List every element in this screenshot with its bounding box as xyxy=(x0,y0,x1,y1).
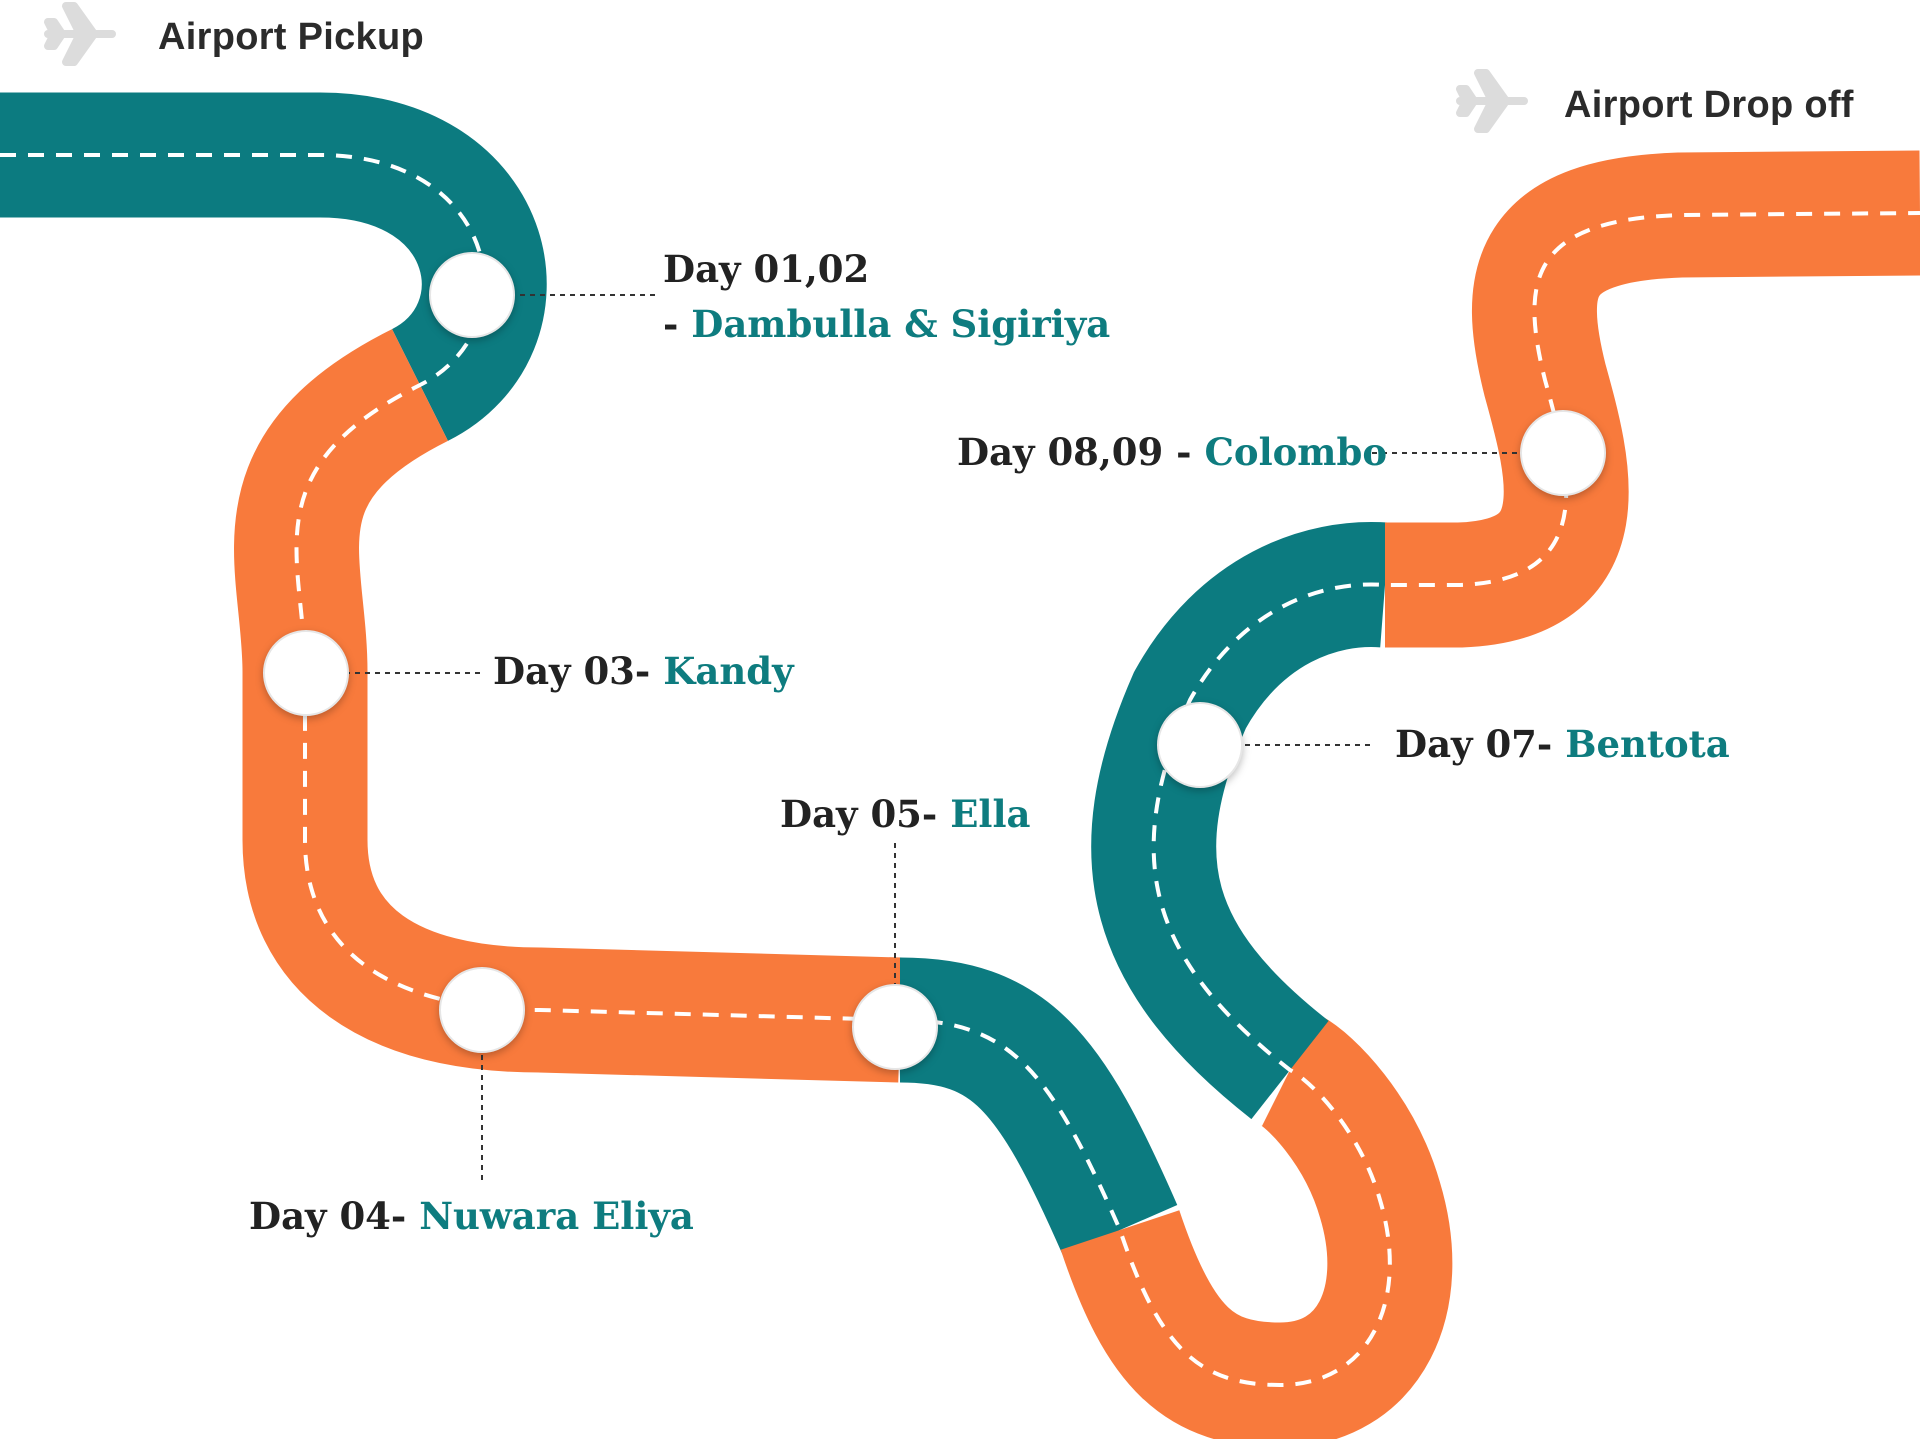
stop-label-dambulla: Day 01,02 - Dambulla & Sigiriya xyxy=(663,242,1110,352)
stop-place: Nuwara Eliya xyxy=(419,1194,694,1238)
stop-day: Day 04- xyxy=(249,1194,407,1238)
stop-day: Day 01,02 xyxy=(663,247,870,291)
stop-place: Kandy xyxy=(663,649,794,693)
stop-marker-colombo xyxy=(1520,410,1606,496)
road-segment-dambulla-to-ella xyxy=(234,329,902,1083)
road-center-dashes xyxy=(0,153,1920,1388)
stop-place: Colombo xyxy=(1204,430,1387,474)
stop-marker-ella xyxy=(852,984,938,1070)
stop-dash: - xyxy=(663,302,692,346)
stop-place: Bentota xyxy=(1565,722,1730,766)
stop-marker-bentota xyxy=(1157,702,1243,788)
airport-dropoff-label: Airport Drop off xyxy=(1564,84,1854,126)
stop-label-nuwara-eliya: Day 04- Nuwara Eliya xyxy=(249,1189,694,1244)
stop-place: Ella xyxy=(950,792,1031,836)
airport-pickup-label: Airport Pickup xyxy=(158,16,425,58)
stop-place: Dambulla & Sigiriya xyxy=(691,302,1111,346)
stop-label-bentota: Day 07- Bentota xyxy=(1395,717,1730,772)
stop-marker-nuwara-eliya xyxy=(439,967,525,1053)
stop-label-kandy: Day 03- Kandy xyxy=(493,644,794,699)
stop-day: Day 07- xyxy=(1395,722,1553,766)
road-segment-to-bentota xyxy=(1091,522,1390,1120)
road-segment-bentota-to-dropoff xyxy=(1385,150,1920,648)
road-segment-airport-to-dambulla xyxy=(0,92,547,441)
stop-day: Day 05- xyxy=(780,792,938,836)
stop-marker-kandy xyxy=(263,630,349,716)
stop-label-ella: Day 05- Ella xyxy=(780,787,1030,842)
airplane-icon xyxy=(44,2,116,66)
road-segment-bottom-loop xyxy=(1060,1014,1453,1439)
stop-label-colombo: Day 08,09 - Colombo xyxy=(957,425,1387,480)
stop-day: Day 08,09 - xyxy=(957,430,1192,474)
airplane-icon xyxy=(1456,69,1528,133)
stop-day: Day 03- xyxy=(493,649,651,693)
stop-marker-dambulla xyxy=(429,252,515,338)
